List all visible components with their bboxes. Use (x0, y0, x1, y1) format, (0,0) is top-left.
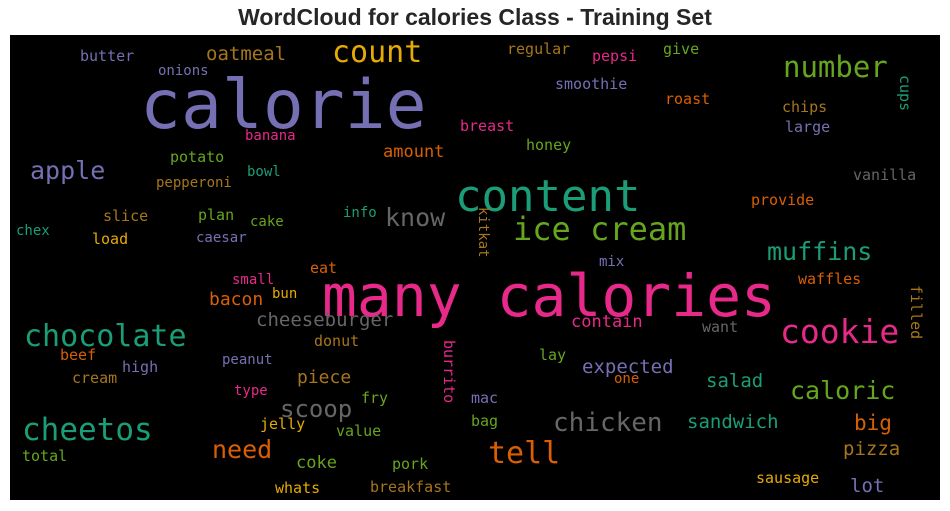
word-expected: expected (582, 356, 674, 378)
word-piece: piece (297, 367, 352, 388)
word-slice: slice (103, 207, 149, 225)
word-mac: mac (471, 389, 499, 407)
word-want: want (702, 318, 739, 336)
word-scoop: scoop (280, 395, 353, 423)
word-small: small (232, 272, 275, 288)
chart-title: WordCloud for calories Class - Training … (238, 4, 712, 30)
word-lot: lot (850, 475, 885, 497)
word-value: value (336, 422, 382, 440)
word-roast: roast (665, 90, 711, 108)
word-jelly: jelly (260, 415, 306, 433)
word-cookie: cookie (780, 312, 900, 351)
word-beef: beef (60, 346, 97, 364)
word-info: info (343, 205, 377, 221)
word-lay: lay (539, 346, 567, 364)
word-caesar: caesar (196, 230, 247, 246)
word-burrito: burrito (440, 340, 458, 404)
word-muffins: muffins (767, 237, 873, 266)
word-total: total (22, 447, 68, 465)
word-salad: salad (706, 370, 764, 392)
word-provide: provide (751, 191, 815, 209)
word-many-calories: many calories (322, 262, 776, 330)
word-bun: bun (272, 286, 298, 302)
word-vanilla: vanilla (853, 166, 917, 184)
word-amount: amount (383, 142, 445, 162)
word-pepsi: pepsi (592, 47, 638, 65)
word-cloud: calorie many calories content ice cream … (10, 35, 940, 500)
word-load: load (92, 230, 129, 248)
word-chocolate: chocolate (24, 319, 187, 354)
word-chips: chips (782, 98, 828, 116)
word-pizza: pizza (843, 438, 901, 460)
word-pork: pork (392, 455, 429, 473)
word-know: know (385, 203, 446, 232)
word-smoothie: smoothie (555, 75, 628, 93)
word-bacon: bacon (209, 289, 264, 310)
word-pepperoni: pepperoni (156, 175, 232, 191)
word-large: large (785, 118, 831, 136)
word-high: high (122, 358, 159, 376)
word-cheetos: cheetos (22, 412, 153, 448)
word-breakfast: breakfast (370, 478, 452, 496)
word-give: give (663, 40, 700, 58)
word-butter: butter (80, 47, 135, 65)
word-honey: honey (526, 136, 572, 154)
word-chex: chex (16, 223, 50, 239)
word-apple: apple (30, 156, 106, 185)
word-need: need (212, 435, 273, 464)
word-chicken: chicken (553, 408, 663, 438)
word-plan: plan (198, 206, 235, 224)
word-mix: mix (599, 254, 625, 270)
word-donut: donut (314, 332, 360, 350)
word-filled: filled (907, 285, 925, 340)
word-caloric: caloric (790, 376, 896, 405)
word-bowl: bowl (247, 164, 281, 180)
word-eat: eat (310, 259, 338, 277)
word-count: count (332, 35, 423, 70)
word-peanut: peanut (222, 352, 273, 368)
word-tell: tell (488, 436, 561, 471)
word-type: type (234, 383, 268, 399)
word-contain: contain (571, 312, 643, 332)
word-cheeseburger: cheeseburger (256, 309, 394, 331)
word-cake: cake (250, 214, 284, 230)
word-banana: banana (245, 128, 296, 144)
word-waffles: waffles (798, 270, 862, 288)
word-cups: cups (896, 75, 914, 112)
word-onions: onions (158, 63, 209, 79)
word-sandwich: sandwich (687, 411, 779, 433)
word-calorie: calorie (140, 66, 427, 145)
word-one: one (614, 371, 640, 387)
word-breast: breast (460, 117, 515, 135)
word-regular: regular (507, 40, 571, 58)
word-number: number (783, 50, 888, 84)
word-coke: coke (296, 453, 337, 473)
word-bag: bag (471, 412, 499, 430)
word-whats: whats (275, 479, 321, 497)
word-kitkat: kitkat (475, 207, 491, 258)
word-big: big (854, 411, 892, 435)
word-cream: cream (72, 369, 118, 387)
word-sausage: sausage (756, 469, 820, 487)
word-oatmeal: oatmeal (206, 43, 287, 65)
word-ice-cream: ice cream (513, 210, 687, 248)
word-content: content (455, 171, 641, 222)
word-potato: potato (170, 148, 225, 166)
word-fry: fry (361, 389, 389, 407)
